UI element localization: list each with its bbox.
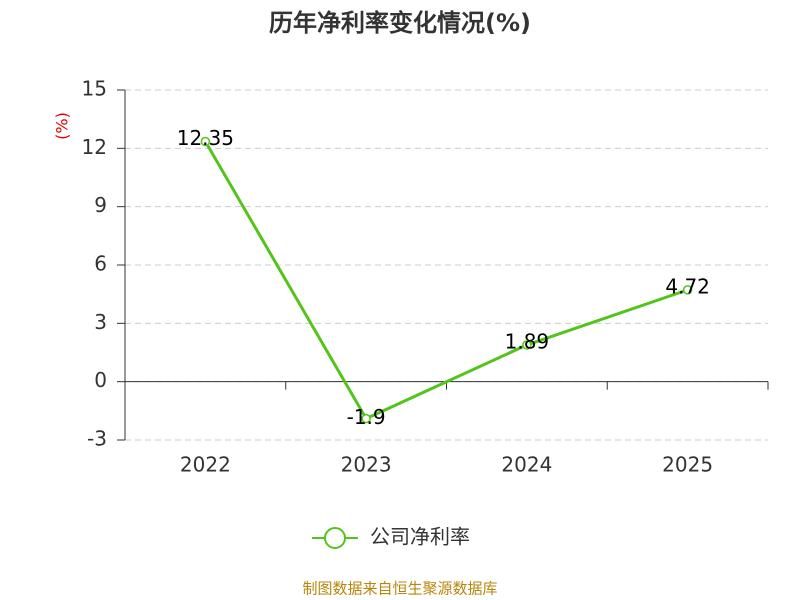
data-line — [204, 140, 689, 421]
y-tick-label: 3 — [94, 310, 107, 334]
source-note: 制图数据来自恒生聚源数据库 — [302, 580, 497, 598]
y-tick-label: 0 — [94, 368, 107, 392]
data-label: 4.72 — [665, 274, 710, 298]
legend-marker — [324, 527, 346, 549]
y-tick-label: 15 — [82, 77, 107, 101]
data-point — [200, 136, 211, 147]
data-label: 12.35 — [177, 126, 234, 150]
data-point — [522, 340, 532, 350]
x-tick-label: 2025 — [662, 453, 713, 477]
y-tick-label: 12 — [82, 135, 107, 159]
x-tick-label: 2024 — [501, 453, 552, 477]
y-axis-label: (%) — [53, 112, 72, 140]
x-tick-label: 2022 — [180, 453, 231, 477]
data-point — [361, 413, 371, 424]
x-tick-label: 2023 — [341, 453, 392, 477]
data-point — [682, 285, 693, 295]
data-label: 1.89 — [505, 329, 550, 353]
chart-title: 历年净利率变化情况(%) — [269, 9, 531, 37]
y-tick-label: 9 — [94, 193, 107, 217]
data-label: -1.9 — [347, 405, 386, 429]
y-tick-label: -3 — [87, 427, 107, 451]
legend-label: 公司净利率 — [370, 525, 470, 549]
y-tick-label: 6 — [94, 252, 107, 276]
